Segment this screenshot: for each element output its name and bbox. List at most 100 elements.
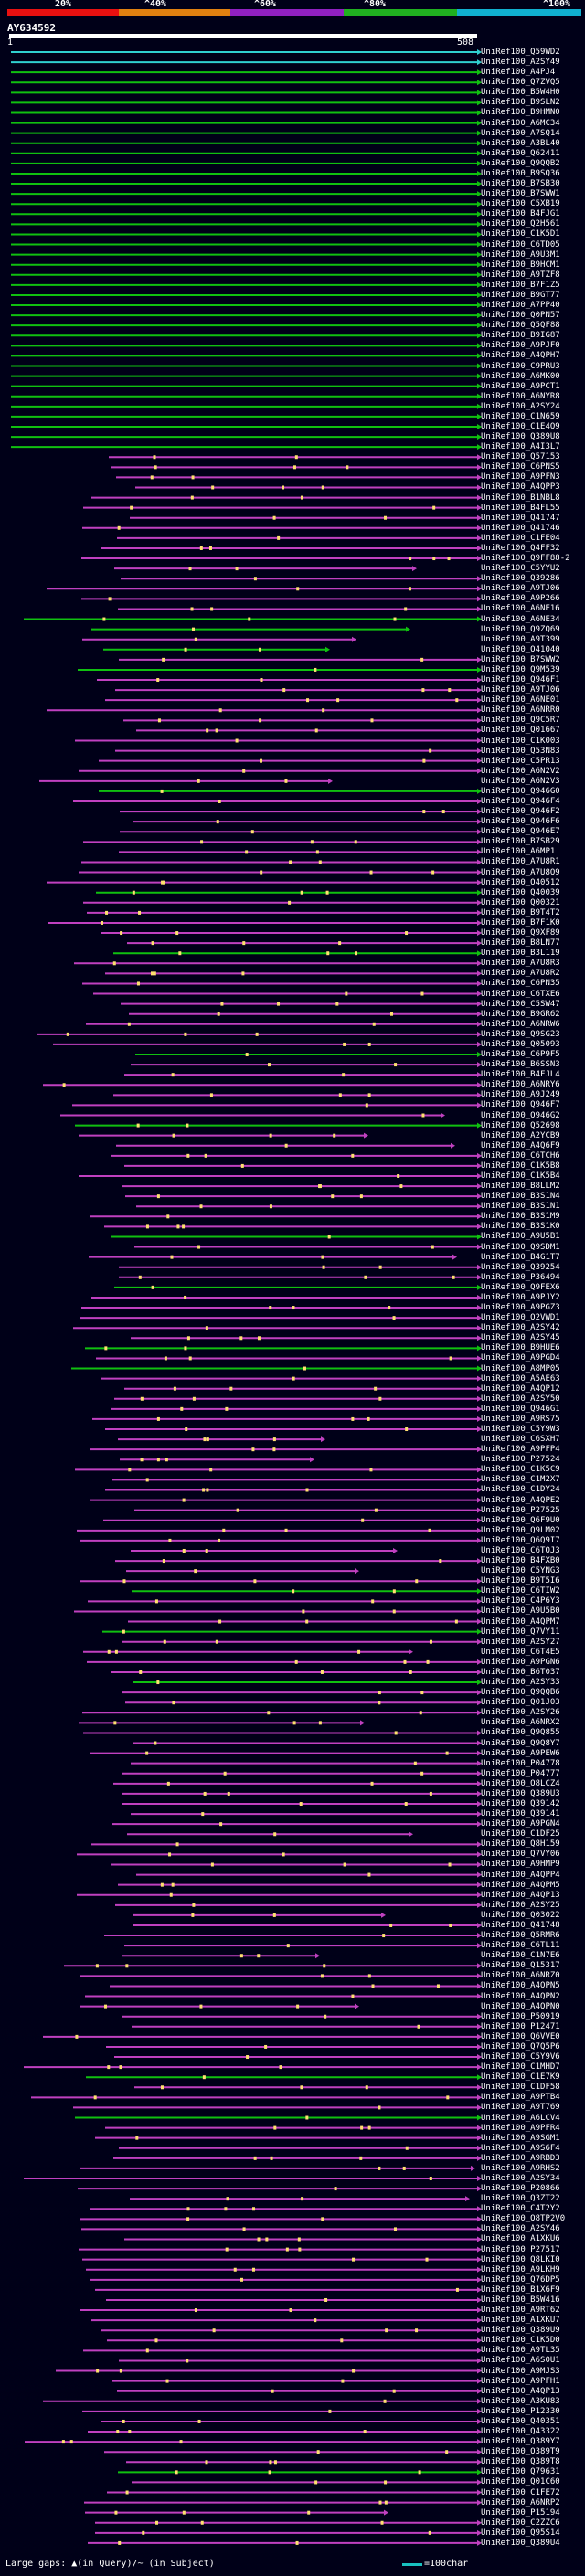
hit-label[interactable]: UniRef100_A7U8R3 (481, 959, 560, 969)
hit-label[interactable]: UniRef100_C5YYU2 (481, 564, 560, 574)
hit-label[interactable]: UniRef100_A9PGD4 (481, 1353, 560, 1363)
hit-label[interactable]: UniRef100_Q2H561 (481, 219, 560, 229)
hit-label[interactable]: UniRef100_C5Y9W3 (481, 1425, 560, 1434)
hit-label[interactable]: UniRef100_C6T4E5 (481, 1647, 560, 1657)
hit-label[interactable]: UniRef100_C1MHD7 (481, 2062, 560, 2072)
hit-label[interactable]: UniRef100_A6NE16 (481, 604, 560, 614)
hit-label[interactable]: UniRef100_A3KU83 (481, 2396, 560, 2406)
hit-label[interactable]: UniRef100_A2SY33 (481, 1678, 560, 1688)
hit-label[interactable]: UniRef100_C6TIW2 (481, 1586, 560, 1596)
hit-label[interactable]: UniRef100_P20866 (481, 2184, 560, 2194)
hit-label[interactable]: UniRef100_A2SY50 (481, 1394, 560, 1404)
hit-label[interactable]: UniRef100_Q76DP5 (481, 2274, 560, 2284)
hit-label[interactable]: UniRef100_Q40512 (481, 877, 560, 887)
hit-label[interactable]: UniRef100_A9SGM1 (481, 2133, 560, 2143)
hit-label[interactable]: UniRef100_A9PFH1 (481, 2376, 560, 2386)
hit-label[interactable]: UniRef100_C6TOJ3 (481, 1545, 560, 1555)
hit-label[interactable]: UniRef100_Q01667 (481, 726, 560, 736)
hit-label[interactable]: UniRef100_A9U5B1 (481, 1232, 560, 1242)
hit-label[interactable]: UniRef100_A6S0U1 (481, 2356, 560, 2366)
hit-label[interactable]: UniRef100_C6TL11 (481, 1941, 560, 1951)
hit-label[interactable]: UniRef100_Q6Q9I7 (481, 1535, 560, 1545)
hit-label[interactable]: UniRef100_C6P9F5 (481, 1050, 560, 1060)
hit-label[interactable]: UniRef100_A9S6F4 (481, 2143, 560, 2153)
hit-label[interactable]: UniRef100_B4FL55 (481, 503, 560, 513)
hit-label[interactable]: UniRef100_Q946F6 (481, 817, 560, 827)
hit-label[interactable]: UniRef100_P04777 (481, 1768, 560, 1778)
hit-label[interactable]: UniRef100_A9RT62 (481, 2306, 560, 2316)
hit-label[interactable]: UniRef100_C1E7K9 (481, 2072, 560, 2083)
hit-label[interactable]: UniRef100_C4P6Y3 (481, 1596, 560, 1606)
hit-label[interactable]: UniRef100_B7SWW2 (481, 654, 560, 664)
hit-label[interactable]: UniRef100_B3S1N1 (481, 1202, 560, 1212)
hit-label[interactable]: UniRef100_C1DF25 (481, 1829, 560, 1839)
hit-label[interactable]: UniRef100_Q52698 (481, 1120, 560, 1130)
hit-label[interactable]: UniRef100_Q39142 (481, 1799, 560, 1808)
hit-label[interactable]: UniRef100_C1FE04 (481, 533, 560, 543)
hit-label[interactable]: UniRef100_P12330 (481, 2406, 560, 2416)
hit-label[interactable]: UniRef100_B4FJL4 (481, 1070, 560, 1080)
hit-label[interactable]: UniRef100_Q389T8 (481, 2457, 560, 2467)
hit-label[interactable]: UniRef100_Q41746 (481, 523, 560, 533)
hit-label[interactable]: UniRef100_Q05093 (481, 1039, 560, 1049)
hit-label[interactable]: UniRef100_Q7ZVQ5 (481, 78, 560, 88)
hit-label[interactable]: UniRef100_B9SLN2 (481, 98, 560, 108)
hit-label[interactable]: UniRef100_C5YNG3 (481, 1566, 560, 1576)
hit-label[interactable]: UniRef100_Q946G2 (481, 1110, 560, 1120)
hit-label[interactable]: UniRef100_B9GR62 (481, 1009, 560, 1019)
hit-label[interactable]: UniRef100_Q389T9 (481, 2447, 560, 2457)
hit-label[interactable]: UniRef100_C1DY24 (481, 1485, 560, 1495)
hit-label[interactable]: UniRef100_Q389U8 (481, 432, 560, 442)
hit-label[interactable]: UniRef100_A4QPE2 (481, 1495, 560, 1505)
hit-label[interactable]: UniRef100_B9GT77 (481, 290, 560, 300)
hit-label[interactable]: UniRef100_Q6F9U0 (481, 1515, 560, 1525)
hit-label[interactable]: UniRef100_Q8TP2V0 (481, 2214, 566, 2224)
hit-label[interactable]: UniRef100_Q39286 (481, 574, 560, 584)
hit-label[interactable]: UniRef100_A9RS75 (481, 1414, 560, 1424)
hit-label[interactable]: UniRef100_P12471 (481, 2021, 560, 2031)
hit-label[interactable]: UniRef100_C6TXE6 (481, 989, 560, 999)
hit-label[interactable]: UniRef100_A9U5B0 (481, 1606, 560, 1617)
hit-label[interactable]: UniRef100_Q389U9 (481, 2326, 560, 2336)
hit-label[interactable]: UniRef100_C5XB19 (481, 199, 560, 209)
hit-label[interactable]: UniRef100_A4QP13 (481, 1890, 560, 1900)
hit-label[interactable]: UniRef100_B9HMN0 (481, 108, 560, 118)
hit-label[interactable]: UniRef100_B4FJG1 (481, 209, 560, 219)
hit-label[interactable]: UniRef100_A9PFN3 (481, 472, 560, 482)
hit-label[interactable]: UniRef100_B1NBL8 (481, 493, 560, 503)
hit-label[interactable]: UniRef100_Q389U4 (481, 2538, 560, 2548)
hit-label[interactable]: UniRef100_C1E4Q9 (481, 421, 560, 431)
hit-label[interactable]: UniRef100_A1XKU6 (481, 2234, 560, 2244)
hit-label[interactable]: UniRef100_Q946G0 (481, 786, 560, 796)
hit-label[interactable]: UniRef100_Q946F7 (481, 1100, 560, 1110)
hit-label[interactable]: UniRef100_Q39254 (481, 1262, 560, 1272)
hit-label[interactable]: UniRef100_Q946F2 (481, 807, 560, 817)
hit-label[interactable]: UniRef100_Q946F1 (481, 675, 560, 685)
hit-label[interactable]: UniRef100_A2SY49 (481, 58, 560, 68)
hit-label[interactable]: UniRef100_A9PCT1 (481, 381, 560, 391)
hit-label[interactable]: UniRef100_B8LN77 (481, 938, 560, 949)
hit-label[interactable]: UniRef100_Q4FF32 (481, 543, 560, 553)
hit-label[interactable]: UniRef100_A6NRY6 (481, 1080, 560, 1090)
hit-label[interactable]: UniRef100_A4QPN5 (481, 1981, 560, 1991)
hit-label[interactable]: UniRef100_Q41747 (481, 513, 560, 523)
hit-label[interactable]: UniRef100_C4T2Y2 (481, 2204, 560, 2214)
hit-label[interactable]: UniRef100_B9T4T2 (481, 907, 560, 917)
hit-label[interactable]: UniRef100_C6PN35 (481, 979, 560, 989)
hit-label[interactable]: UniRef100_A9T769 (481, 2103, 560, 2113)
hit-label[interactable]: UniRef100_A4QPN0 (481, 2001, 560, 2011)
hit-label[interactable]: UniRef100_B3S1M9 (481, 1212, 560, 1222)
hit-label[interactable]: UniRef100_Q9FEX6 (481, 1282, 560, 1292)
hit-label[interactable]: UniRef100_B7SWW1 (481, 189, 560, 199)
hit-label[interactable]: UniRef100_Q2VWD1 (481, 1313, 560, 1323)
hit-label[interactable]: UniRef100_Q9FF88-2 (481, 554, 570, 564)
hit-label[interactable]: UniRef100_Q41040 (481, 644, 560, 654)
hit-label[interactable]: UniRef100_Q9M539 (481, 664, 560, 674)
hit-label[interactable]: UniRef100_Q39141 (481, 1809, 560, 1819)
hit-label[interactable]: UniRef100_A4QPN2 (481, 1991, 560, 2001)
hit-label[interactable]: UniRef100_Q389Y7 (481, 2437, 560, 2447)
hit-label[interactable]: UniRef100_Q9QQB2 (481, 158, 560, 168)
hit-label[interactable]: UniRef100_A9P266 (481, 594, 560, 604)
hit-label[interactable]: UniRef100_A6LCV4 (481, 2113, 560, 2123)
hit-label[interactable]: UniRef100_A9T399 (481, 634, 560, 644)
